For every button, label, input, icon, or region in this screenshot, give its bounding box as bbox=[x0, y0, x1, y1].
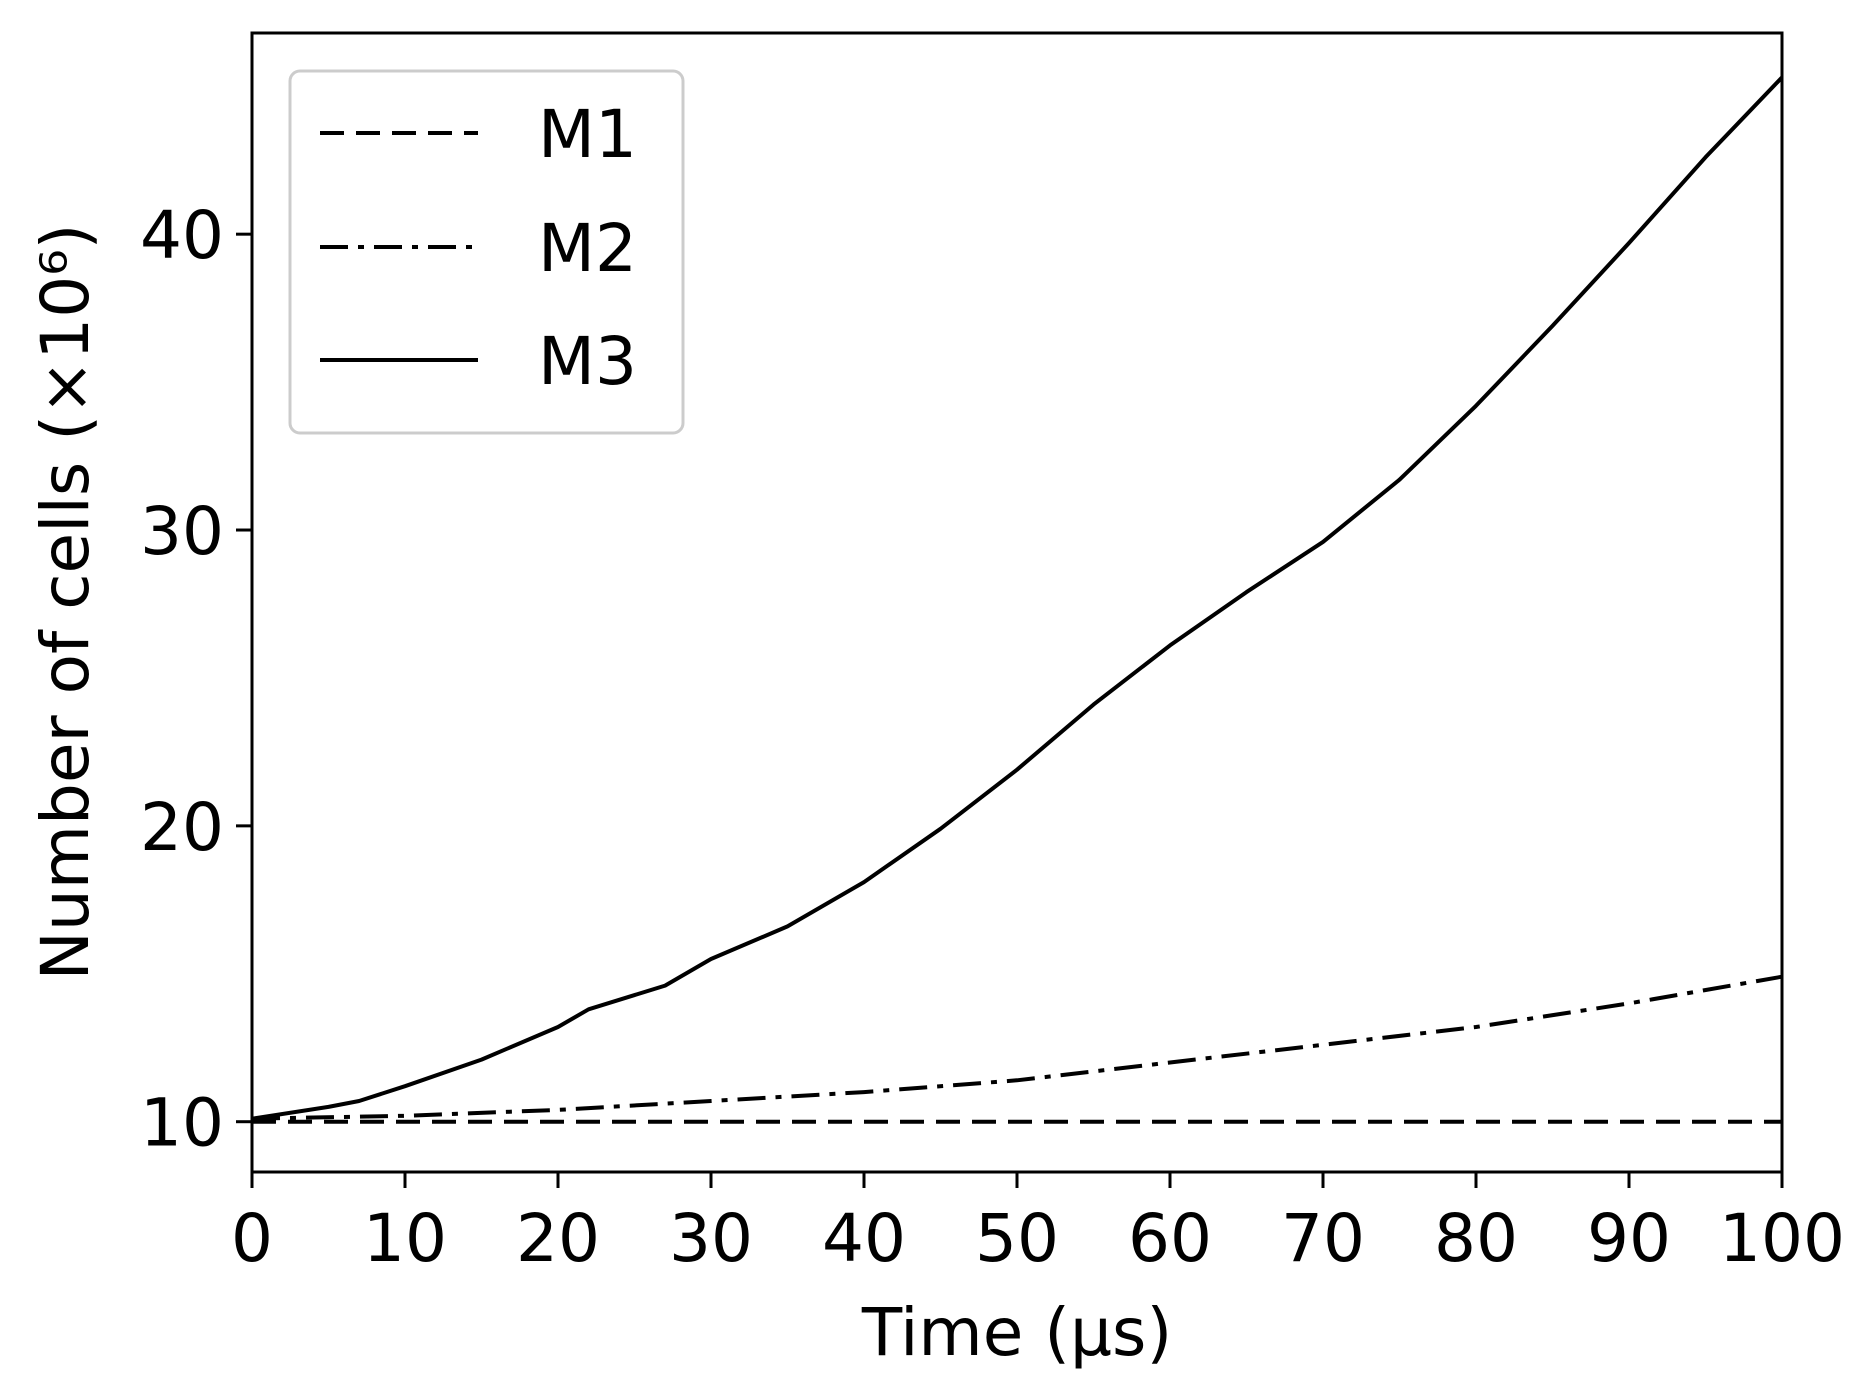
x-tick-label: 60 bbox=[1128, 1200, 1212, 1277]
x-tick-label: 80 bbox=[1434, 1200, 1518, 1277]
series-line-m2 bbox=[251, 974, 1783, 1121]
x-tick-label: 10 bbox=[363, 1200, 447, 1277]
x-tick-label: 100 bbox=[1719, 1200, 1845, 1277]
x-tick-label: 30 bbox=[669, 1200, 753, 1277]
x-axis-ticks: 0 10 20 30 40 50 60 70 80 90 100 bbox=[231, 1172, 1845, 1277]
x-tick-label: 0 bbox=[231, 1200, 273, 1277]
y-tick-label: 40 bbox=[140, 197, 224, 274]
x-axis-label: Time (μs) bbox=[861, 1294, 1172, 1371]
legend-label-m2: M2 bbox=[538, 210, 637, 287]
x-tick-label: 40 bbox=[822, 1200, 906, 1277]
y-tick-label: 20 bbox=[140, 789, 224, 866]
x-tick-label: 20 bbox=[516, 1200, 600, 1277]
y-tick-label: 10 bbox=[140, 1085, 224, 1162]
legend: M1 M2 M3 bbox=[288, 69, 685, 435]
x-tick-label: 90 bbox=[1587, 1200, 1671, 1277]
y-tick-label: 30 bbox=[140, 493, 224, 570]
y-axis-label: Number of cells (×10⁶) bbox=[27, 224, 104, 981]
y-axis-ticks: 10 20 30 40 bbox=[140, 197, 252, 1162]
series-line-m3 bbox=[251, 76, 1784, 1121]
series-layer bbox=[251, 76, 1784, 1124]
legend-box bbox=[288, 69, 685, 435]
legend-label-m3: M3 bbox=[538, 323, 637, 400]
x-tick-label: 70 bbox=[1281, 1200, 1365, 1277]
x-tick-label: 50 bbox=[975, 1200, 1059, 1277]
legend-label-m1: M1 bbox=[538, 96, 637, 173]
